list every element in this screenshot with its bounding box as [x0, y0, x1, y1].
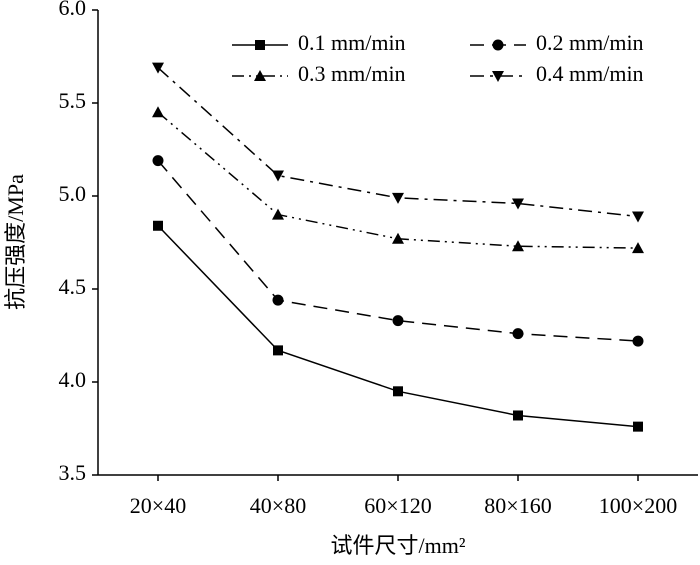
x-tick-label: 80×160	[484, 493, 551, 518]
marker	[152, 106, 164, 118]
y-axis-label: 抗压强度/MPa	[3, 174, 28, 310]
marker	[392, 315, 404, 327]
legend-label: 0.1 mm/min	[298, 30, 406, 55]
y-tick-label: 6.0	[59, 0, 87, 20]
marker	[272, 170, 284, 182]
x-tick-label: 20×40	[130, 493, 186, 518]
marker	[392, 232, 404, 244]
marker	[512, 328, 524, 340]
marker	[632, 242, 644, 254]
legend-label: 0.2 mm/min	[536, 30, 644, 55]
y-tick-label: 4.0	[59, 367, 87, 392]
marker	[393, 386, 403, 397]
marker	[152, 155, 164, 167]
marker	[272, 294, 284, 306]
marker	[492, 39, 504, 51]
y-tick-label: 3.5	[59, 460, 87, 485]
y-tick-label: 5.5	[59, 88, 87, 113]
marker	[492, 71, 504, 82]
marker	[632, 211, 644, 223]
marker	[512, 240, 524, 252]
series-line	[157, 160, 639, 342]
legend-label: 0.4 mm/min	[536, 61, 644, 86]
marker	[153, 220, 163, 231]
legend-label: 0.3 mm/min	[298, 61, 406, 86]
y-tick-label: 4.5	[59, 274, 87, 299]
marker	[254, 70, 266, 81]
marker	[633, 421, 643, 432]
y-tick-label: 5.0	[59, 181, 87, 206]
marker	[512, 198, 524, 210]
marker	[392, 192, 404, 204]
marker	[632, 335, 644, 347]
marker	[255, 40, 265, 50]
series-line	[157, 225, 639, 428]
marker	[513, 410, 523, 421]
x-tick-label: 60×120	[364, 493, 431, 518]
x-axis-label: 试件尺寸/mm²	[331, 533, 466, 558]
marker	[152, 62, 164, 74]
x-tick-label: 40×80	[250, 493, 306, 518]
marker	[272, 208, 284, 220]
x-tick-label: 100×200	[599, 493, 677, 518]
marker	[273, 345, 283, 356]
